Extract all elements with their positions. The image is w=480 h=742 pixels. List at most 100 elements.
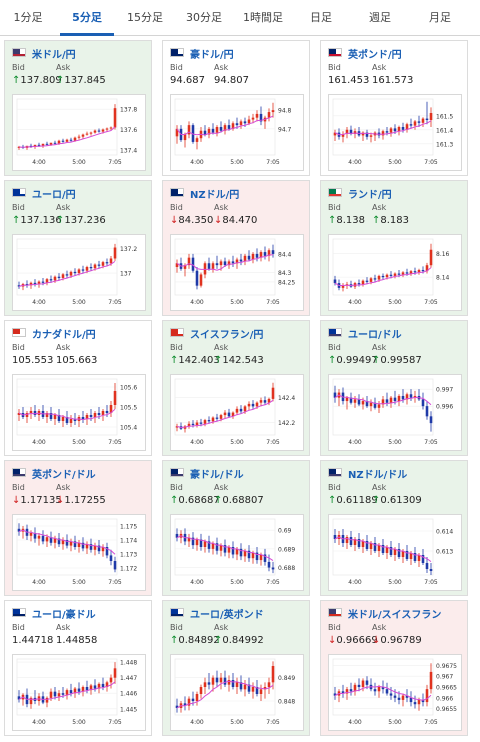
x-tick-label: 5:00 bbox=[388, 299, 402, 306]
candle-body bbox=[187, 537, 191, 542]
candle-body bbox=[263, 252, 267, 256]
pair-name-link[interactable]: 米ドル/円 bbox=[32, 50, 76, 61]
candle-body bbox=[101, 547, 105, 552]
rate-card[interactable]: スイスフラン/円 Bid Ask ↑142.403 ↑142.543 142.4 142.2… bbox=[162, 320, 310, 456]
x-tick-label: 5:00 bbox=[72, 299, 86, 306]
candle-body bbox=[97, 130, 101, 132]
pair-name-link[interactable]: NZドル/ドル bbox=[348, 470, 408, 481]
bid-price: 137.136 bbox=[20, 215, 62, 226]
pair-name-link[interactable]: ユーロ/英ポンド bbox=[190, 610, 264, 621]
pair-name-link[interactable]: 豪ドル/ドル bbox=[190, 470, 244, 481]
candle-body bbox=[227, 680, 231, 685]
arrow-up-icon: ↑ bbox=[12, 215, 21, 226]
rate-card[interactable]: 米ドル/スイスフラン Bid Ask ↓0.96669 ↓0.96789 0.9675 0.… bbox=[320, 600, 468, 736]
flag-icon bbox=[12, 48, 26, 57]
tab-7[interactable]: 週足 bbox=[369, 11, 391, 24]
candle-body bbox=[405, 394, 409, 400]
pair-name-link[interactable]: 豪ドル/円 bbox=[190, 50, 234, 61]
candle-body bbox=[231, 123, 235, 129]
candle-body bbox=[405, 124, 409, 130]
rate-card[interactable]: 豪ドル/ドル Bid Ask ↑0.68687 ↑0.68807 0.69 0.689 0.6… bbox=[162, 460, 310, 596]
mini-candlestick-chart[interactable]: 137.8 137.6 137.4 4:00 5:00 7:05 bbox=[12, 94, 146, 171]
pair-name-link[interactable]: 米ドル/スイスフラン bbox=[348, 610, 442, 621]
candle-body bbox=[81, 134, 85, 137]
candle-body bbox=[207, 682, 211, 685]
candle-body bbox=[243, 121, 247, 124]
pair-name-link[interactable]: ユーロ/円 bbox=[32, 190, 76, 201]
candle-body bbox=[357, 283, 361, 285]
y-tick-label: 94.7 bbox=[278, 126, 292, 133]
mini-candlestick-chart[interactable]: 161.5 161.4 161.3 4:00 5:00 7:05 bbox=[328, 94, 462, 171]
pair-name-link[interactable]: 英ポンド/ドル bbox=[32, 470, 96, 481]
candle-body bbox=[85, 687, 89, 691]
rate-card[interactable]: ユーロ/円 Bid Ask ↑137.136 ↑137.236 137.2 137 4:00 5… bbox=[4, 180, 152, 316]
bid-label: Bid bbox=[12, 343, 25, 352]
candle-body bbox=[247, 255, 251, 260]
bid-value: ↓1.17135 bbox=[12, 495, 62, 506]
rate-card[interactable]: ランド/円 Bid Ask ↑8.138 ↑8.183 8.16 8.14 4:00 5:00 7… bbox=[320, 180, 468, 316]
mini-candlestick-chart[interactable]: 8.16 8.14 4:00 5:00 7:05 bbox=[328, 234, 462, 311]
bid-label: Bid bbox=[170, 343, 183, 352]
candle-body bbox=[93, 264, 97, 269]
mini-candlestick-chart[interactable]: 142.4 142.2 4:00 5:00 7:05 bbox=[170, 374, 304, 451]
mini-candlestick-chart[interactable]: 105.6 105.5 105.4 4:00 5:00 7:05 bbox=[12, 374, 146, 451]
ask-price: 142.543 bbox=[222, 355, 264, 366]
candle-body bbox=[81, 542, 85, 549]
rate-card[interactable]: NZドル/円 Bid Ask ↓84.350 ↓84.470 84.4 84.3 84.25 4… bbox=[162, 180, 310, 316]
arrow-up-icon: ↑ bbox=[56, 75, 65, 86]
tab-1[interactable]: 1分足 bbox=[13, 11, 43, 24]
x-tick-label: 7:05 bbox=[424, 159, 438, 166]
pair-name-link[interactable]: 英ポンド/円 bbox=[348, 50, 402, 61]
mini-candlestick-chart[interactable]: 1.175 1.174 1.173 1.172 4:00 5:00 7:05 bbox=[12, 514, 146, 591]
mini-candlestick-chart[interactable]: 1.448 1.447 1.446 1.445 4:00 5:00 7:05 bbox=[12, 654, 146, 731]
pair-name-link[interactable]: カナダドル/円 bbox=[32, 330, 96, 341]
mini-candlestick-chart[interactable]: 94.8 94.7 4:00 5:00 7:05 bbox=[170, 94, 304, 171]
mini-candlestick-chart[interactable]: 0.69 0.689 0.688 4:00 5:00 7:05 bbox=[170, 514, 304, 591]
tab-2[interactable]: 5分足 bbox=[60, 0, 114, 36]
rate-card[interactable]: カナダドル/円 Bid Ask 105.553 105.663 105.6 105.5 105… bbox=[4, 320, 152, 456]
x-tick-label: 4:00 bbox=[32, 439, 46, 446]
candle-body bbox=[77, 542, 81, 547]
bid-value: ↑137.136 bbox=[12, 215, 62, 226]
rate-card[interactable]: ユーロ/豪ドル Bid Ask 1.44718 1.44858 1.448 1.447 1.4… bbox=[4, 600, 152, 736]
flag-icon bbox=[328, 468, 342, 477]
candle-body bbox=[175, 533, 179, 538]
pair-name-link[interactable]: ユーロ/ドル bbox=[348, 330, 402, 341]
rate-card[interactable]: NZドル/ドル Bid Ask ↑0.61189 ↑0.61309 0.614 0.613 4… bbox=[320, 460, 468, 596]
rate-card[interactable]: ユーロ/英ポンド Bid Ask ↑0.84892 ↑0.84992 0.849 0.848… bbox=[162, 600, 310, 736]
pair-name-link[interactable]: ランド/円 bbox=[348, 190, 392, 201]
candle-body bbox=[175, 263, 179, 267]
candle-body bbox=[49, 691, 53, 698]
tab-8[interactable]: 月足 bbox=[429, 11, 451, 24]
mini-candlestick-chart[interactable]: 137.2 137 4:00 5:00 7:05 bbox=[12, 234, 146, 311]
tab-4[interactable]: 30分足 bbox=[186, 11, 222, 24]
ask-value: ↓84.470 bbox=[214, 215, 257, 226]
candle-body bbox=[53, 142, 57, 144]
candle-body bbox=[243, 255, 247, 262]
pair-name-link[interactable]: ユーロ/豪ドル bbox=[32, 610, 96, 621]
rate-card[interactable]: 英ポンド/円 Bid Ask 161.453 161.573 161.5 161.4 161.… bbox=[320, 40, 468, 176]
mini-candlestick-chart[interactable]: 0.849 0.848 4:00 5:00 7:05 bbox=[170, 654, 304, 731]
pair-name-link[interactable]: スイスフラン/円 bbox=[190, 330, 264, 341]
rate-card[interactable]: 豪ドル/円 Bid Ask 94.687 94.807 94.8 94.7 4:00 5:00 7… bbox=[162, 40, 310, 176]
pair-name-link[interactable]: NZドル/円 bbox=[190, 190, 240, 201]
mini-candlestick-chart[interactable]: 0.9675 0.967 0.9665 0.966 0.9655 4:00 5:00 7:05 bbox=[328, 654, 462, 731]
candle-body bbox=[235, 408, 239, 413]
candle-body bbox=[61, 417, 65, 421]
moving-average-line bbox=[176, 680, 274, 709]
rate-card[interactable]: 英ポンド/ドル Bid Ask ↓1.17135 ↓1.17255 1.175 1.174 1… bbox=[4, 460, 152, 596]
candle-body bbox=[33, 144, 37, 147]
rate-card[interactable]: ユーロ/ドル Bid Ask ↑0.99497 ↑0.99587 0.997 0.996 4:… bbox=[320, 320, 468, 456]
tab-3[interactable]: 15分足 bbox=[127, 11, 163, 24]
mini-candlestick-chart[interactable]: 0.614 0.613 4:00 5:00 7:05 bbox=[328, 514, 462, 591]
tab-6[interactable]: 日足 bbox=[310, 11, 332, 24]
mini-candlestick-chart[interactable]: 0.997 0.996 4:00 5:00 7:05 bbox=[328, 374, 462, 451]
candle-body bbox=[101, 262, 105, 266]
candle-body bbox=[263, 554, 267, 562]
mini-candlestick-chart[interactable]: 84.4 84.3 84.25 4:00 5:00 7:05 bbox=[170, 234, 304, 311]
tab-5[interactable]: 1時間足 bbox=[243, 11, 283, 24]
candle-body bbox=[187, 125, 191, 135]
rate-card[interactable]: 米ドル/円 Bid Ask ↑137.809 ↑137.845 137.8 137.6 137… bbox=[4, 40, 152, 176]
bid-label: Bid bbox=[170, 63, 183, 72]
flag-stripe bbox=[171, 474, 183, 476]
